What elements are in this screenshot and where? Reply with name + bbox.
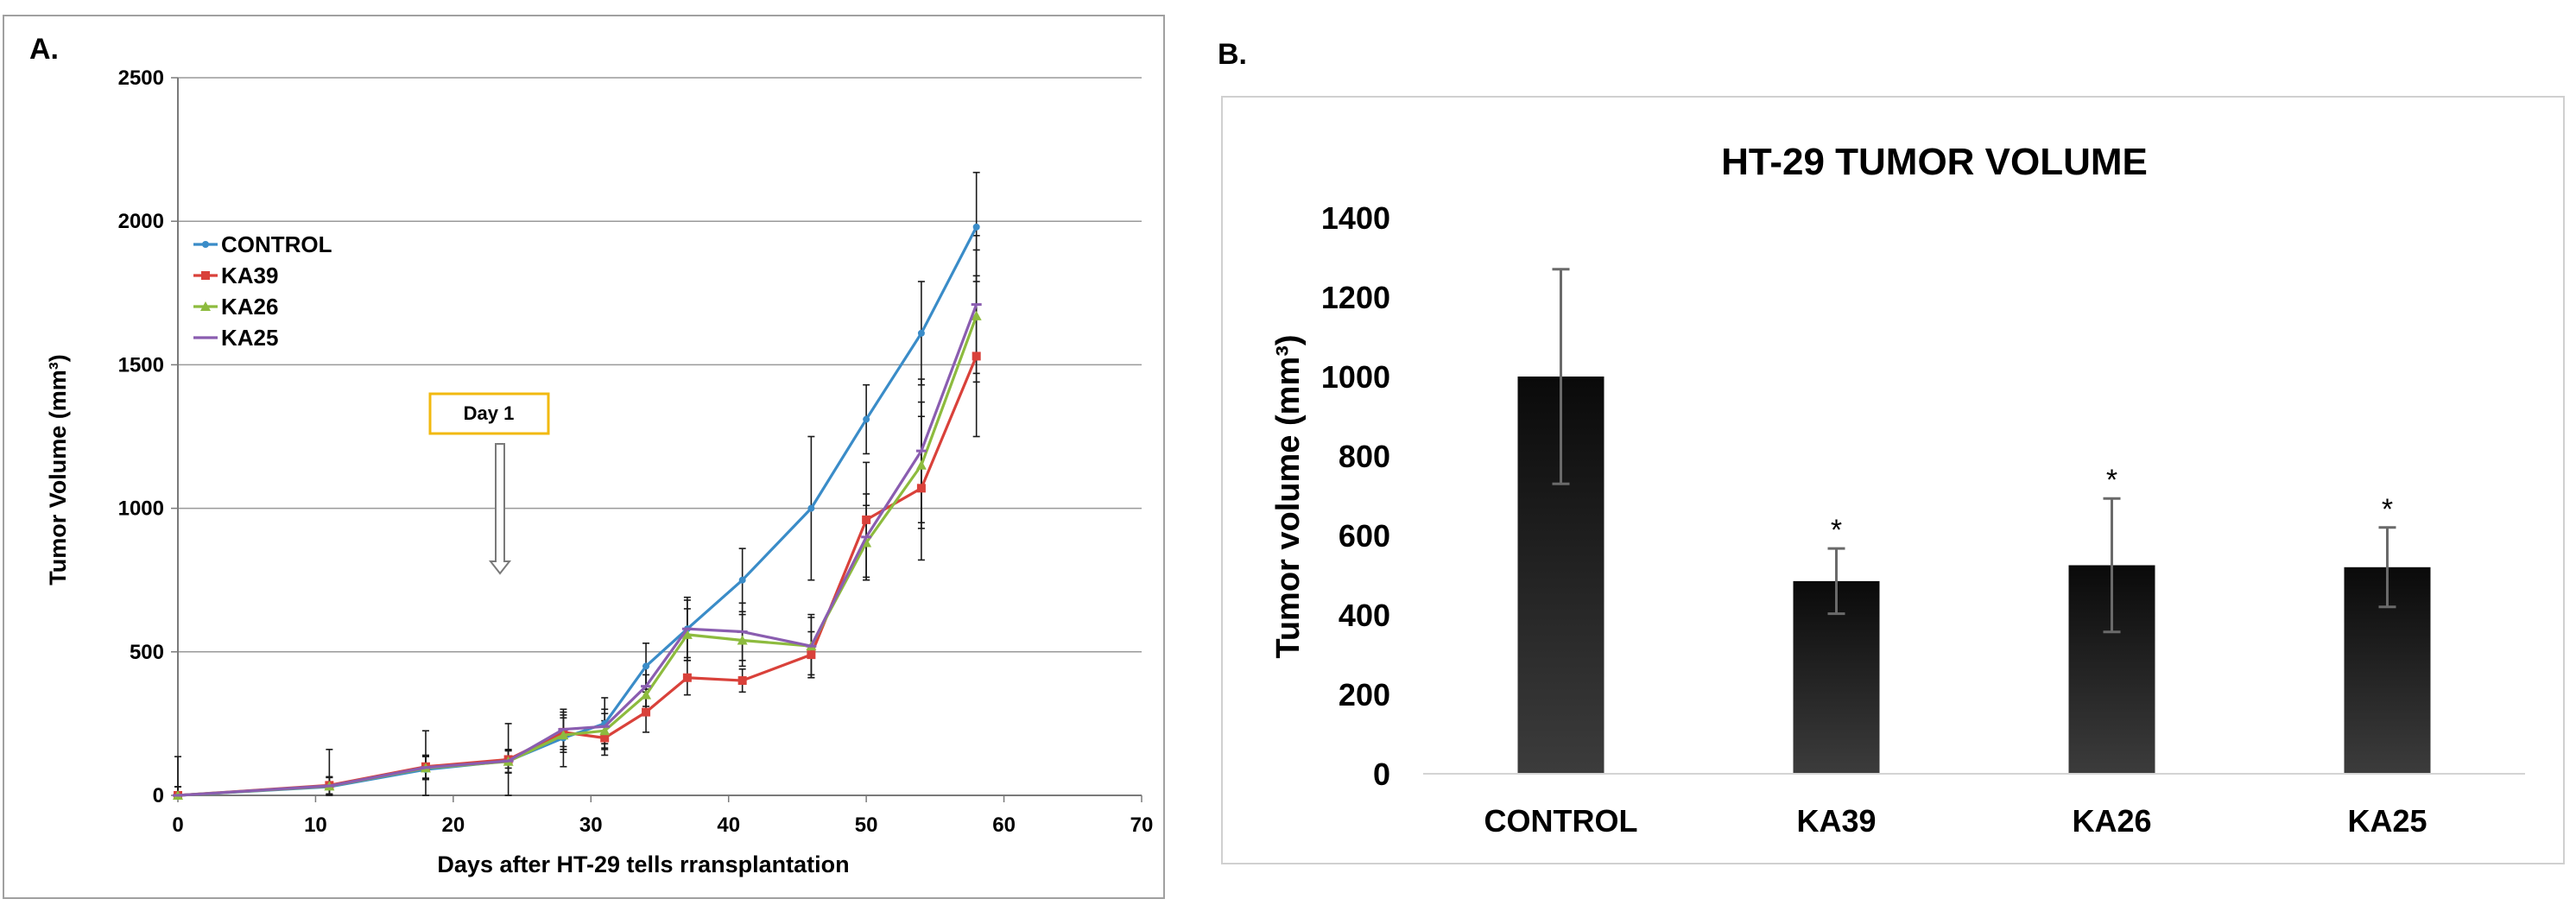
legend-label-ka26: KA26 (221, 294, 278, 320)
y-tick-label: 500 (130, 641, 164, 664)
panel-b-frame (1221, 96, 2565, 864)
panel-a-letter: A. (29, 33, 59, 66)
x-tick-label: 60 (992, 814, 1016, 837)
y-tick-label: 2000 (118, 210, 164, 233)
data-point-ka26 (737, 635, 748, 645)
y-tick-label: 600 (1339, 518, 1390, 554)
category-label-ka25: KA25 (2347, 803, 2427, 839)
category-label-ka39: KA39 (1796, 803, 1876, 839)
data-point-ka39 (600, 733, 610, 743)
data-point-ka26 (558, 730, 569, 740)
significance-marker: * (1831, 514, 1842, 547)
y-tick-label: 400 (1339, 598, 1390, 633)
data-point-ka26 (681, 629, 693, 639)
panel-b-bar-chart: B. HT-29 TUMOR VOLUME 0 200 400 600 800 1000 1… (1218, 38, 2565, 864)
data-point-control (642, 662, 650, 670)
y-tick-label: 1400 (1321, 200, 1390, 236)
series-line-ka25 (177, 304, 978, 797)
y-tick-label: 1000 (118, 497, 164, 521)
data-point-ka39 (737, 676, 747, 686)
legend-marker-ka39 (201, 271, 210, 280)
data-point-ka39 (642, 707, 651, 717)
legend-marker-control (202, 241, 209, 248)
x-tick-label: 10 (304, 814, 327, 837)
y-tick-label: 2500 (118, 66, 164, 90)
panel-a-y-axis-label: Tumor Volume (mm³) (45, 354, 71, 586)
panel-a-x-axis-label: Days after HT-29 tells rransplantation (437, 852, 849, 877)
x-tick-label: 70 (1130, 814, 1154, 837)
data-point-ka39 (972, 351, 981, 361)
day1-annotation: Day 1 (428, 392, 550, 575)
legend-label-ka39: KA39 (221, 263, 278, 288)
legend-label-ka25: KA25 (221, 325, 278, 351)
y-tick-label: 0 (1373, 757, 1390, 792)
x-tick-label: 50 (855, 814, 878, 837)
y-tick-label: 1000 (1321, 359, 1390, 395)
legend-label-control: CONTROL (221, 231, 332, 257)
data-point-ka26 (599, 725, 611, 736)
data-point-control (738, 576, 746, 584)
panel-a-frame (3, 15, 1165, 899)
x-tick-label: 20 (442, 814, 465, 837)
y-tick-label: 1500 (118, 353, 164, 377)
x-tick-label: 30 (579, 814, 603, 837)
legend-marker-ka26 (200, 301, 211, 311)
data-point-ka39 (916, 484, 926, 493)
down-arrow-icon (488, 443, 512, 575)
data-point-ka26 (915, 459, 927, 470)
panel-b-y-axis-label: Tumor volume (mm³) (1270, 334, 1307, 658)
day1-label: Day 1 (464, 402, 515, 424)
data-point-ka39 (807, 650, 816, 660)
data-point-ka39 (682, 673, 692, 682)
data-point-ka26 (641, 689, 652, 700)
significance-marker: * (2382, 493, 2393, 526)
y-tick-label: 800 (1339, 439, 1390, 474)
data-point-control (807, 504, 815, 512)
x-tick-label: 0 (172, 814, 183, 837)
data-point-ka26 (971, 310, 982, 320)
data-point-control (972, 223, 980, 231)
category-label-control: CONTROL (1484, 803, 1638, 839)
y-tick-label: 200 (1339, 677, 1390, 712)
panel-b-title: HT-29 TUMOR VOLUME (1721, 141, 2148, 183)
day1-box (428, 392, 550, 435)
data-point-control (863, 415, 870, 423)
x-tick-label: 40 (717, 814, 740, 837)
y-tick-label: 0 (153, 784, 164, 807)
significance-marker: * (2106, 464, 2117, 497)
panel-b-letter: B. (1218, 38, 1247, 71)
data-point-ka39 (862, 515, 871, 524)
series-line-control (177, 226, 978, 797)
data-point-control (917, 329, 925, 337)
y-tick-label: 1200 (1321, 280, 1390, 315)
category-label-ka26: KA26 (2072, 803, 2151, 839)
